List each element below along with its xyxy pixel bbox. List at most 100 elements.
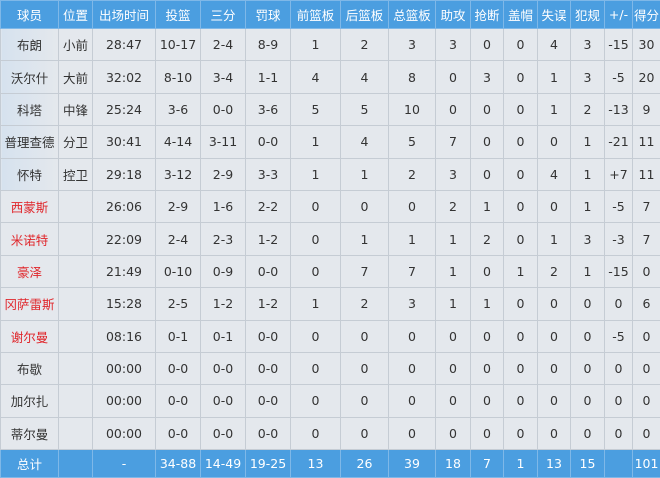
player-name[interactable]: 豪泽 [0,254,59,289]
cell-blocks: 1 [503,254,538,289]
cell-tot-reb: 2 [388,157,436,191]
cell-points: 0 [632,384,660,418]
cell-points: 11 [632,125,660,159]
cell-def-reb: 7 [340,254,389,289]
cell-ft: 2-2 [245,189,291,224]
column-header-assists[interactable]: 助攻 [435,0,471,29]
cell-fg: 0-10 [155,254,201,289]
cell-off-reb: 1 [290,125,341,159]
cell-assists: 1 [435,222,471,256]
player-name[interactable]: 冈萨雷斯 [0,287,59,321]
cell-assists: 0 [435,351,471,386]
cell-blocks: 0 [503,189,538,224]
player-name[interactable]: 米诺特 [0,222,59,256]
column-header-fg[interactable]: 投篮 [155,0,201,29]
player-name[interactable]: 怀特 [0,157,59,191]
cell-assists: 2 [435,189,471,224]
column-header-three-pt[interactable]: 三分 [200,0,246,29]
player-name[interactable]: 谢尔曼 [0,319,59,353]
cell-turnovers: 0 [537,287,571,321]
cell-off-reb: 4 [290,60,341,94]
player-row: 科塔 中锋 25:24 3-6 0-0 3-6 5 5 10 0 0 0 1 2 -13 9 [0,92,660,127]
cell-turnovers: 0 [537,384,571,418]
column-header-off-reb[interactable]: 前篮板 [290,0,341,29]
cell-blocks: 0 [503,287,538,321]
column-header-def-reb[interactable]: 后篮板 [340,0,389,29]
column-header-fouls[interactable]: 犯规 [570,0,605,29]
player-row: 普理查德 分卫 30:41 4-14 3-11 0-0 1 4 5 7 0 0 0 1 -21 11 [0,125,660,159]
cell-fouls: 0 [570,287,605,321]
cell-fouls: 1 [570,189,605,224]
cell-minutes: 30:41 [92,125,156,159]
cell-tot-reb: 3 [388,27,436,62]
player-name[interactable]: 布朗 [0,27,59,62]
cell-plus-minus: -15 [604,254,633,289]
cell-steals: 1 [470,189,504,224]
cell-minutes: 26:06 [92,189,156,224]
cell-tot-reb: 3 [388,287,436,321]
cell-fouls: 1 [570,125,605,159]
cell-plus-minus: +7 [604,157,633,191]
cell-turnovers: 0 [537,125,571,159]
cell-off-reb: 5 [290,92,341,127]
total-turnovers: 13 [537,449,571,478]
cell-tot-reb: 0 [388,384,436,418]
cell-position: 分卫 [58,125,93,159]
cell-steals: 0 [470,92,504,127]
total-position [58,449,93,478]
cell-points: 9 [632,92,660,127]
total-off-reb: 13 [290,449,341,478]
cell-three-pt: 0-9 [200,254,246,289]
player-name[interactable]: 加尔扎 [0,384,59,418]
column-header-player[interactable]: 球员 [0,0,59,29]
player-row: 布朗 小前 28:47 10-17 2-4 8-9 1 2 3 3 0 0 4 3 -15 30 [0,27,660,62]
player-name[interactable]: 蒂尔曼 [0,416,59,451]
cell-tot-reb: 1 [388,222,436,256]
player-name[interactable]: 西蒙斯 [0,189,59,224]
cell-turnovers: 2 [537,254,571,289]
player-name[interactable]: 科塔 [0,92,59,127]
cell-plus-minus: -15 [604,27,633,62]
cell-minutes: 29:18 [92,157,156,191]
cell-three-pt: 0-0 [200,416,246,451]
column-header-ft[interactable]: 罚球 [245,0,291,29]
cell-assists: 1 [435,254,471,289]
cell-steals: 0 [470,416,504,451]
cell-blocks: 0 [503,125,538,159]
cell-ft: 1-2 [245,287,291,321]
cell-points: 0 [632,351,660,386]
player-row: 布歇 00:00 0-0 0-0 0-0 0 0 0 0 0 0 0 0 0 0 [0,351,660,386]
cell-def-reb: 0 [340,416,389,451]
cell-def-reb: 2 [340,27,389,62]
cell-tot-reb: 0 [388,416,436,451]
cell-three-pt: 3-11 [200,125,246,159]
cell-plus-minus: -21 [604,125,633,159]
cell-points: 7 [632,222,660,256]
column-header-minutes[interactable]: 出场时间 [92,0,156,29]
player-name[interactable]: 普理查德 [0,125,59,159]
cell-three-pt: 0-0 [200,384,246,418]
cell-off-reb: 0 [290,351,341,386]
cell-off-reb: 0 [290,222,341,256]
cell-position: 小前 [58,27,93,62]
column-header-points[interactable]: 得分 [632,0,660,29]
cell-assists: 0 [435,384,471,418]
cell-plus-minus: -13 [604,92,633,127]
player-name[interactable]: 布歇 [0,351,59,386]
column-header-tot-reb[interactable]: 总篮板 [388,0,436,29]
cell-ft: 3-6 [245,92,291,127]
player-name[interactable]: 沃尔什 [0,60,59,94]
cell-plus-minus: 0 [604,287,633,321]
cell-steals: 1 [470,287,504,321]
column-header-blocks[interactable]: 盖帽 [503,0,538,29]
column-header-turnovers[interactable]: 失误 [537,0,571,29]
cell-fouls: 3 [570,60,605,94]
totals-row: 总计 -34-88 14-49 19-25 13 26 39 18 7 1 13 15 101 [0,449,660,478]
cell-points: 11 [632,157,660,191]
column-header-plus-minus[interactable]: +/- [604,0,633,29]
cell-blocks: 0 [503,319,538,353]
cell-tot-reb: 8 [388,60,436,94]
column-header-steals[interactable]: 抢断 [470,0,504,29]
total-blocks: 1 [503,449,538,478]
column-header-position[interactable]: 位置 [58,0,93,29]
